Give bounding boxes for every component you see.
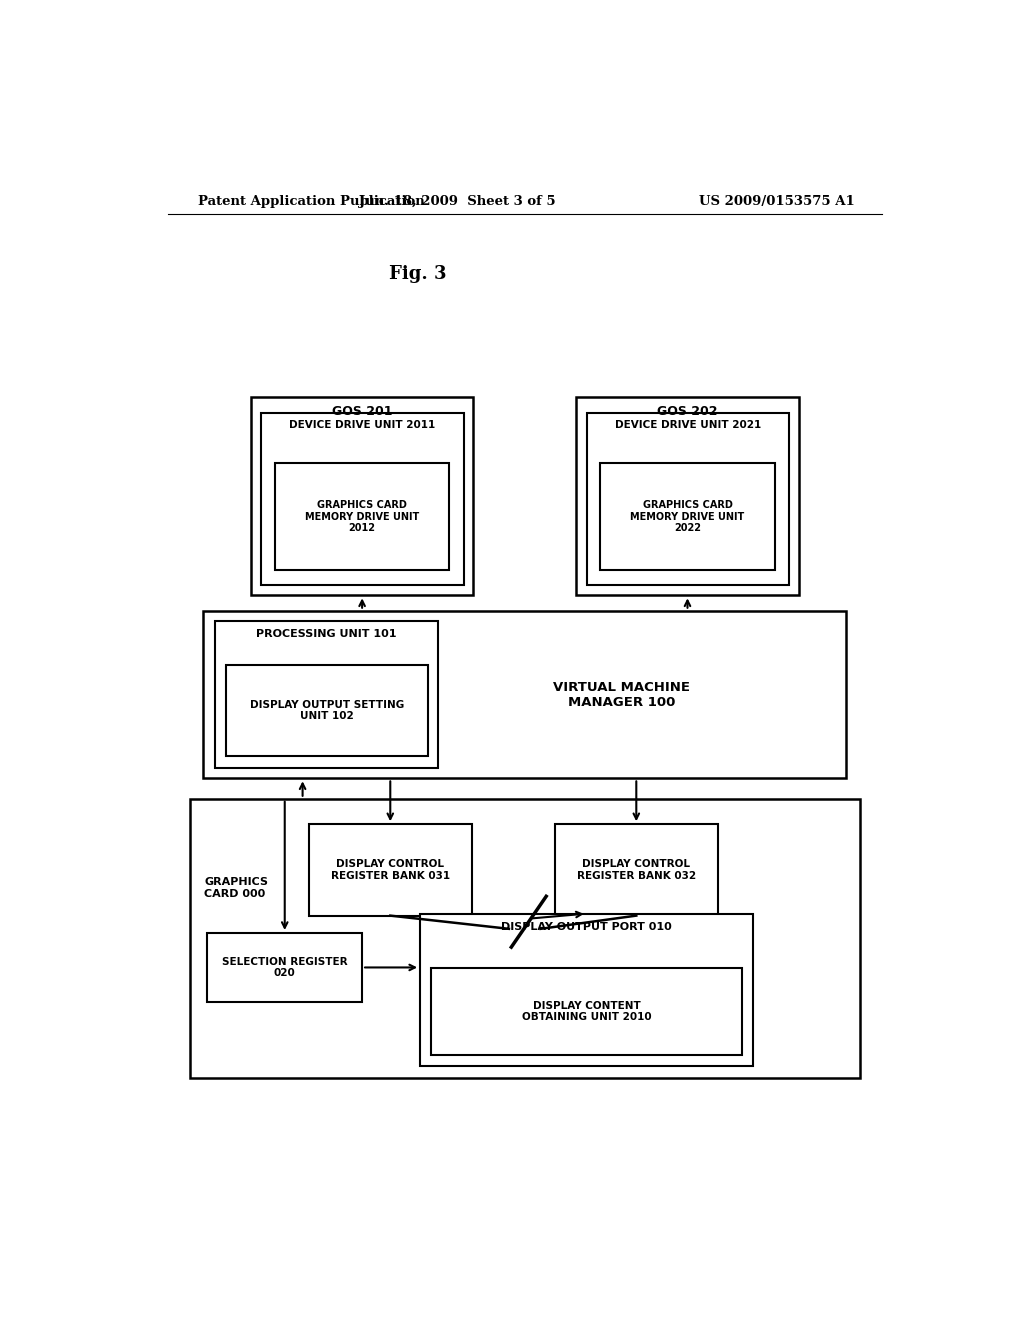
Bar bbox=[225, 664, 428, 756]
Text: SELECTION REGISTER
020: SELECTION REGISTER 020 bbox=[222, 957, 347, 978]
Text: GOS 202: GOS 202 bbox=[657, 405, 718, 418]
Bar bbox=[207, 933, 362, 1002]
Text: PROCESSING UNIT 101: PROCESSING UNIT 101 bbox=[256, 630, 396, 639]
Text: GRAPHICS CARD
MEMORY DRIVE UNIT
2022: GRAPHICS CARD MEMORY DRIVE UNIT 2022 bbox=[631, 500, 744, 533]
Bar bbox=[309, 824, 472, 916]
Bar bbox=[577, 397, 799, 595]
Bar bbox=[251, 397, 473, 595]
Text: Jun. 18, 2009  Sheet 3 of 5: Jun. 18, 2009 Sheet 3 of 5 bbox=[359, 195, 556, 209]
Bar bbox=[587, 413, 790, 585]
Text: Fig. 3: Fig. 3 bbox=[389, 265, 446, 282]
Text: GRAPHICS CARD
MEMORY DRIVE UNIT
2012: GRAPHICS CARD MEMORY DRIVE UNIT 2012 bbox=[305, 500, 419, 533]
Bar bbox=[600, 463, 775, 570]
Text: GRAPHICS
CARD 000: GRAPHICS CARD 000 bbox=[204, 876, 268, 899]
Text: DEVICE DRIVE UNIT 2011: DEVICE DRIVE UNIT 2011 bbox=[290, 420, 435, 429]
Bar bbox=[274, 463, 450, 570]
Text: VIRTUAL MACHINE
MANAGER 100: VIRTUAL MACHINE MANAGER 100 bbox=[553, 681, 690, 709]
Bar bbox=[204, 611, 846, 779]
Text: GOS 201: GOS 201 bbox=[332, 405, 392, 418]
Text: Patent Application Publication: Patent Application Publication bbox=[198, 195, 425, 209]
Bar bbox=[261, 413, 464, 585]
Text: DISPLAY OUTPUT SETTING
UNIT 102: DISPLAY OUTPUT SETTING UNIT 102 bbox=[250, 700, 403, 721]
Bar bbox=[215, 620, 437, 768]
Text: DISPLAY OUTPUT PORT 010: DISPLAY OUTPUT PORT 010 bbox=[502, 921, 672, 932]
Bar bbox=[420, 913, 754, 1067]
Text: DISPLAY CONTROL
REGISTER BANK 032: DISPLAY CONTROL REGISTER BANK 032 bbox=[577, 859, 696, 880]
Text: DEVICE DRIVE UNIT 2021: DEVICE DRIVE UNIT 2021 bbox=[614, 420, 761, 429]
Bar bbox=[555, 824, 718, 916]
Text: US 2009/0153575 A1: US 2009/0153575 A1 bbox=[699, 195, 855, 209]
Bar bbox=[189, 799, 860, 1078]
Text: DISPLAY CONTENT
OBTAINING UNIT 2010: DISPLAY CONTENT OBTAINING UNIT 2010 bbox=[522, 1001, 651, 1023]
Bar bbox=[431, 969, 742, 1055]
Text: DISPLAY CONTROL
REGISTER BANK 031: DISPLAY CONTROL REGISTER BANK 031 bbox=[331, 859, 450, 880]
